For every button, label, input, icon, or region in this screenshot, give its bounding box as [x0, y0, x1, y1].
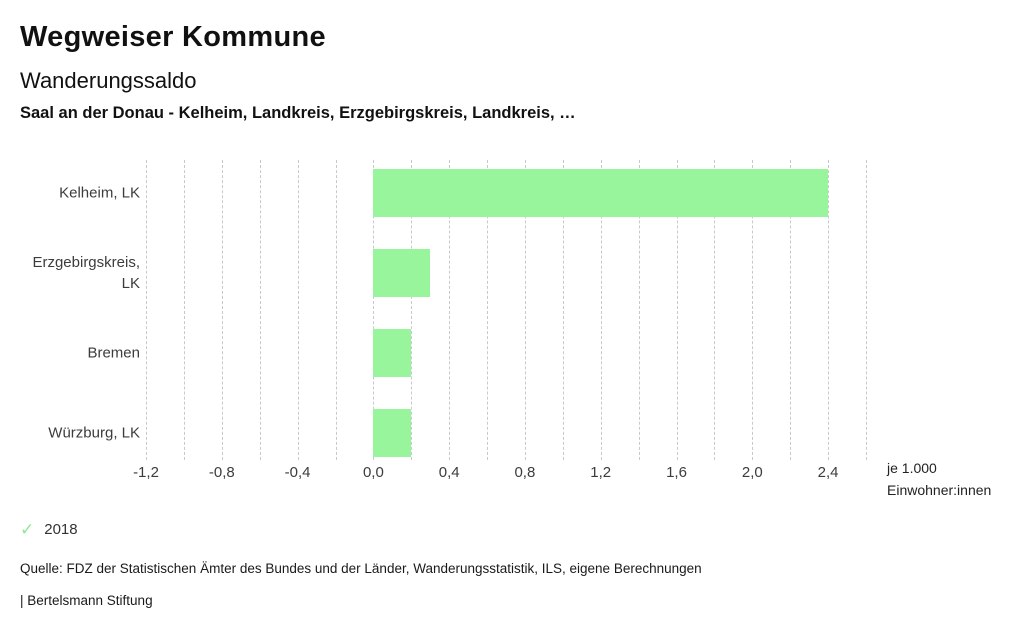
- category-axis-labels: Kelheim, LK Erzgebirgskreis, LK Bremen Würz…: [20, 160, 140, 460]
- category-label-bremen: Bremen: [87, 344, 140, 362]
- bar-bremen[interactable]: [373, 329, 412, 377]
- gridline: [562, 160, 564, 460]
- tick-label: 2,4: [817, 464, 839, 481]
- category-label-würzburg-lk: Würzburg, LK: [48, 424, 140, 442]
- chart-selection-subtitle: Saal an der Donau - Kelheim, Landkreis, …: [20, 104, 576, 122]
- gridline: [487, 160, 489, 460]
- legend: ✓ 2018: [20, 521, 78, 538]
- value-axis: -1,2 -0,8 -0,4 0,0 0,4 0,8 1,2 1,6 2,0 2,4: [133, 464, 866, 484]
- bar-erzgebirgskreis-lk[interactable]: [373, 249, 431, 297]
- tick-label: 0,4: [438, 464, 460, 481]
- tick-label: -1,2: [133, 464, 159, 481]
- bar-kelheim-lk[interactable]: [373, 169, 829, 217]
- tick-label: 0,0: [362, 464, 384, 481]
- source-text: Quelle: FDZ der Statistischen Ämter des …: [20, 561, 702, 576]
- tick-label: 1,6: [666, 464, 687, 481]
- page-title: Wegweiser Kommune: [20, 21, 326, 53]
- gridline: [714, 160, 716, 460]
- tick-label: 2,0: [741, 464, 763, 481]
- gridline: [449, 160, 451, 460]
- category-label-erzgebirgskreis-lk: Erzgebirgskreis, LK: [32, 254, 140, 292]
- gridline: [335, 160, 337, 460]
- branding-text: | Bertelsmann Stiftung: [20, 593, 153, 608]
- gridline: [373, 160, 375, 460]
- gridline: [828, 160, 830, 460]
- tick-label: 1,2: [590, 464, 612, 481]
- axis-unit-line1: je 1.000: [887, 460, 937, 476]
- gridline: [866, 160, 867, 460]
- axis-unit-label: je 1.000 Einwohner:innen: [887, 458, 991, 501]
- category-label-kelheim-lk: Kelheim, LK: [59, 184, 140, 202]
- gridline: [638, 160, 640, 460]
- gridline: [221, 160, 223, 460]
- gridline: [676, 160, 678, 460]
- gridline: [600, 160, 602, 460]
- legend-item-2018[interactable]: ✓ 2018: [20, 521, 78, 538]
- bar-würzburg-lk[interactable]: [373, 409, 412, 457]
- tick-label: -0,4: [284, 464, 311, 481]
- tick-label: -0,8: [208, 464, 235, 481]
- gridline: [146, 160, 147, 460]
- legend-item-label: 2018: [44, 521, 78, 538]
- gridline: [183, 160, 185, 460]
- gridline: [790, 160, 792, 460]
- tick-label: 0,8: [514, 464, 536, 481]
- axis-unit-line2: Einwohner:innen: [887, 481, 992, 498]
- check-icon: ✓: [20, 520, 35, 539]
- gridline: [297, 160, 299, 460]
- chart-title: Wanderungssaldo: [20, 68, 197, 93]
- gridline: [259, 160, 261, 460]
- gridline: [411, 160, 413, 460]
- gridline: [752, 160, 754, 460]
- bar-chart-plot-area: [146, 160, 867, 460]
- gridline: [524, 160, 526, 460]
